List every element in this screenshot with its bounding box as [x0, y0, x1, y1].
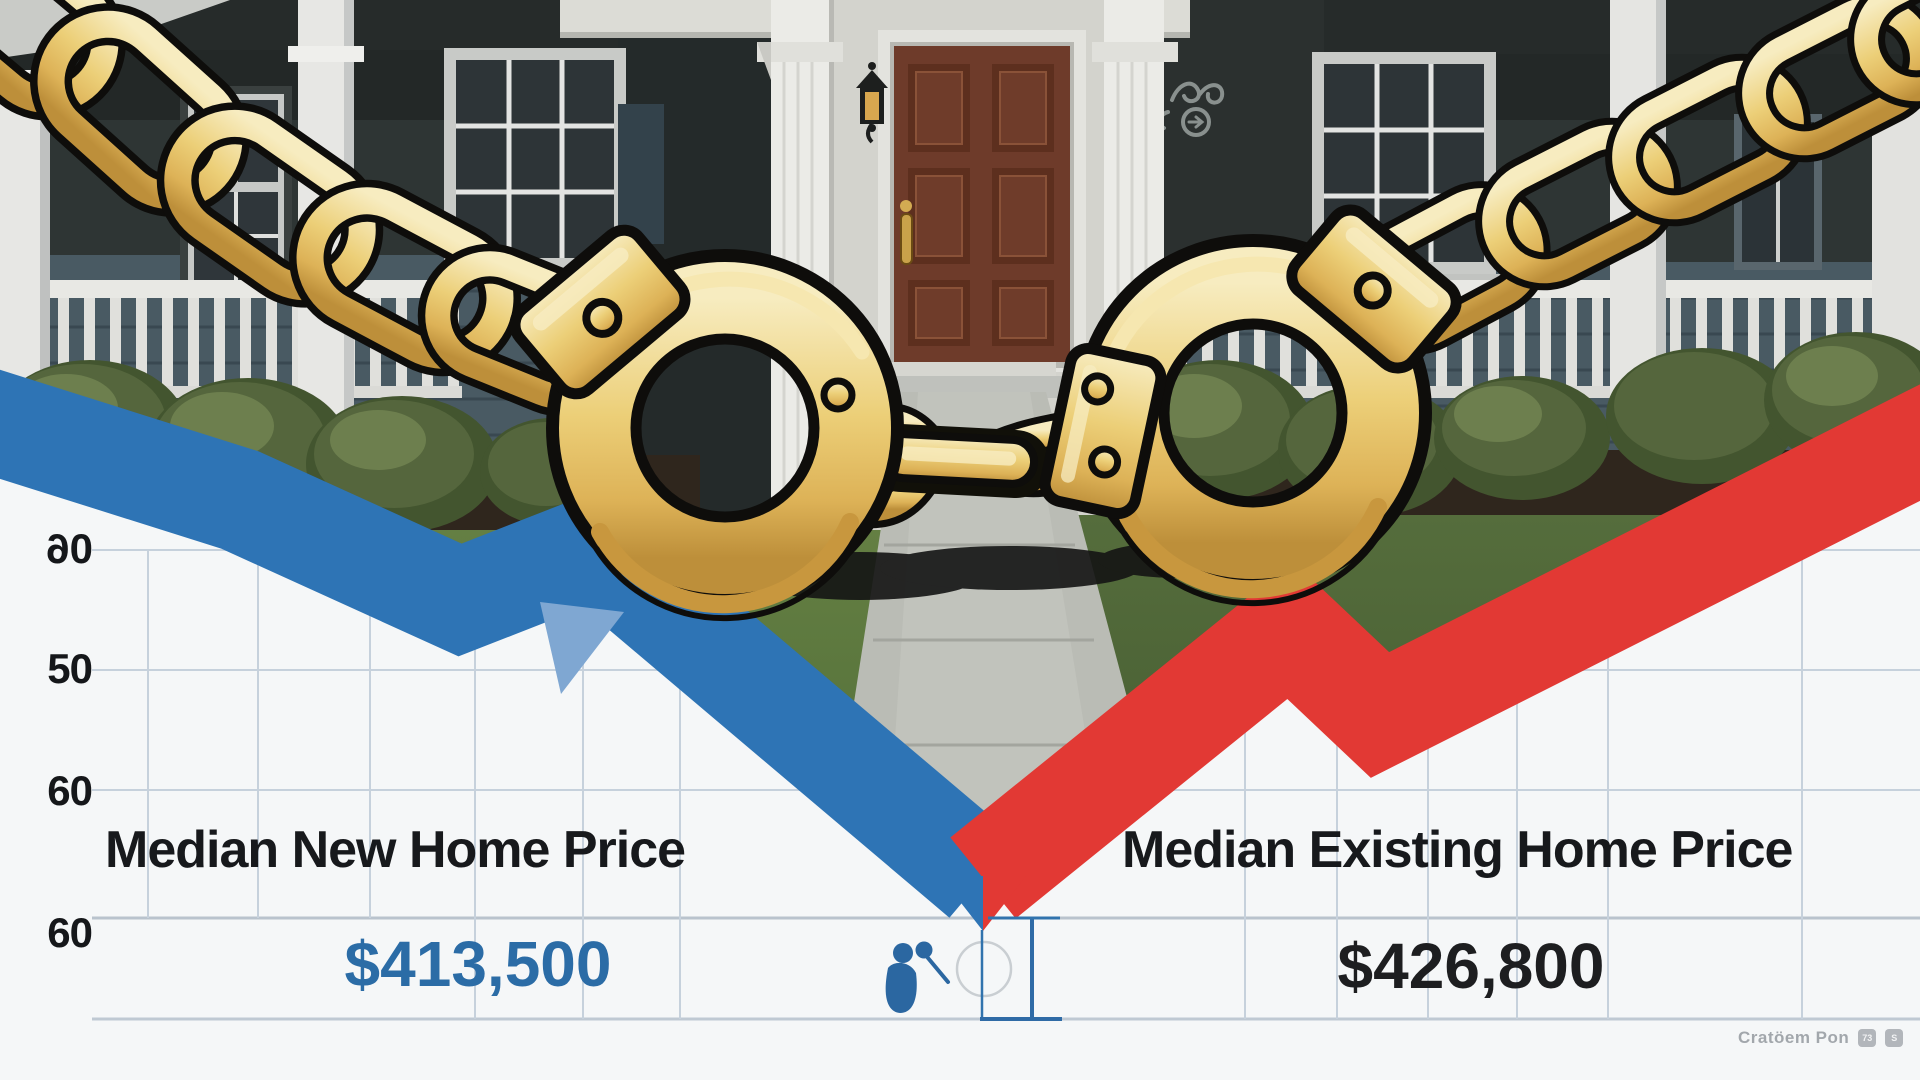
handcuff-left — [509, 224, 904, 622]
watermark-badge-icon: S — [1885, 1029, 1904, 1047]
right-panel-price: $426,800 — [1337, 930, 1605, 1002]
watermark-text: Cratöem Pon — [1738, 1028, 1850, 1047]
front-door — [846, 30, 1086, 398]
left-panel-price: $413,500 — [344, 928, 612, 1000]
person-icon — [885, 941, 950, 1013]
new-home-price-line — [0, 369, 1017, 918]
chain-right — [1345, 0, 1920, 355]
door-knob — [900, 200, 912, 212]
right-cuff-clasp — [1039, 342, 1167, 520]
handcuffs-icon — [0, 0, 1920, 622]
circle-marker — [955, 940, 1013, 998]
y-axis-label-3: 60 — [47, 767, 93, 814]
watermark-badge-icon: 73 — [1858, 1029, 1877, 1047]
v-point-markers — [885, 916, 1062, 1021]
right-panel-heading: Median Existing Home Price — [1122, 821, 1793, 879]
chain-left — [0, 0, 633, 417]
handcuff-right — [1039, 204, 1462, 607]
shutter-panel — [618, 104, 664, 244]
central-link — [866, 423, 1050, 499]
existing-home-price-line — [950, 384, 1920, 919]
left-panel-heading: Median New Home Price — [105, 821, 686, 879]
y-axis-label-1: 60 — [47, 525, 93, 572]
light-blue-wedge — [540, 602, 624, 694]
porch-lantern — [856, 62, 888, 144]
y-axis-label-2: 50 — [47, 645, 93, 692]
watermark: Cratöem Pon 73 S — [1738, 1028, 1904, 1048]
y-axis-label-4: 60 — [47, 909, 93, 956]
